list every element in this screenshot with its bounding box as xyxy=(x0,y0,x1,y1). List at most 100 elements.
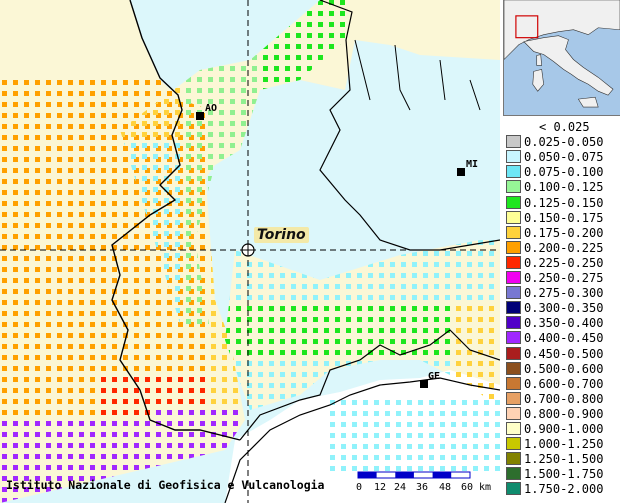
grid-point xyxy=(13,443,18,448)
grid-point xyxy=(24,113,29,118)
grid-point xyxy=(46,399,51,404)
grid-point xyxy=(145,366,150,371)
grid-point xyxy=(101,355,106,360)
grid-point xyxy=(478,240,483,245)
grid-point xyxy=(280,295,285,300)
grid-point xyxy=(90,432,95,437)
grid-point xyxy=(46,124,51,129)
grid-point xyxy=(291,317,296,322)
grid-point xyxy=(35,234,40,239)
grid-point xyxy=(429,411,434,416)
grid-point xyxy=(318,22,323,27)
grid-point xyxy=(57,476,62,481)
legend-item: 0.300-0.350 xyxy=(503,299,620,317)
grid-point xyxy=(2,366,7,371)
grid-point xyxy=(222,377,227,382)
grid-point xyxy=(324,284,329,289)
grid-point xyxy=(156,80,161,85)
grid-point xyxy=(200,377,205,382)
grid-point xyxy=(24,135,29,140)
grid-point xyxy=(24,476,29,481)
grid-point xyxy=(274,44,279,49)
grid-point xyxy=(178,399,183,404)
grid-point xyxy=(24,102,29,107)
grid-point xyxy=(68,366,73,371)
grid-point xyxy=(167,355,172,360)
grid-point xyxy=(211,366,216,371)
grid-point xyxy=(357,273,362,278)
grid-point xyxy=(101,410,106,415)
grid-point xyxy=(200,179,205,184)
grid-point xyxy=(200,135,205,140)
grid-point xyxy=(473,422,478,427)
grid-point xyxy=(13,124,18,129)
grid-point xyxy=(233,388,238,393)
grid-point xyxy=(35,223,40,228)
grid-point xyxy=(230,88,235,93)
grid-point xyxy=(145,124,150,129)
grid-point xyxy=(35,377,40,382)
grid-point xyxy=(142,143,147,148)
grid-point xyxy=(13,333,18,338)
grid-point xyxy=(335,361,340,366)
overview-inset-map[interactable] xyxy=(503,0,620,116)
legend-item: 1.000-1.250 xyxy=(503,435,620,453)
grid-point xyxy=(222,443,227,448)
grid-point xyxy=(296,55,301,60)
grid-point xyxy=(153,165,158,170)
grid-point xyxy=(489,284,494,289)
legend: < 0.025 0.025-0.050 0.050-0.075 0.075-0.100… xyxy=(503,118,620,503)
grid-point xyxy=(200,388,205,393)
grid-point xyxy=(335,284,340,289)
grid-point xyxy=(145,157,150,162)
grid-point xyxy=(46,146,51,151)
grid-point xyxy=(134,421,139,426)
grid-point xyxy=(478,284,483,289)
grid-point xyxy=(462,422,467,427)
grid-point xyxy=(167,146,172,151)
grid-point xyxy=(363,422,368,427)
grid-point xyxy=(79,355,84,360)
grid-point xyxy=(489,273,494,278)
grid-point xyxy=(145,146,150,151)
grid-point xyxy=(489,306,494,311)
grid-point xyxy=(156,124,161,129)
grid-point xyxy=(434,273,439,278)
grid-point xyxy=(101,190,106,195)
grid-point xyxy=(401,328,406,333)
grid-point xyxy=(396,444,401,449)
grid-point xyxy=(236,295,241,300)
grid-point xyxy=(167,267,172,272)
grid-point xyxy=(346,295,351,300)
grid-point xyxy=(156,289,161,294)
grid-point xyxy=(24,344,29,349)
grid-point xyxy=(429,433,434,438)
legend-swatch xyxy=(506,225,521,239)
grid-point xyxy=(357,350,362,355)
credit-text: Istituto Nazionale di Geofisica e Vulcan… xyxy=(6,478,325,492)
grid-point xyxy=(145,465,150,470)
grid-point xyxy=(2,278,7,283)
grid-point xyxy=(324,361,329,366)
grid-point xyxy=(90,234,95,239)
grid-point xyxy=(145,245,150,250)
hazard-map[interactable] xyxy=(0,0,500,503)
grid-point xyxy=(90,256,95,261)
legend-label: 0.700-0.800 xyxy=(524,391,604,406)
grid-point xyxy=(197,77,202,82)
grid-point xyxy=(131,121,136,126)
grid-point xyxy=(134,212,139,217)
grid-point xyxy=(478,295,483,300)
grid-point xyxy=(478,339,483,344)
grid-point xyxy=(285,33,290,38)
grid-point xyxy=(112,410,117,415)
grid-point xyxy=(352,455,357,460)
grid-point xyxy=(189,168,194,173)
grid-point xyxy=(396,411,401,416)
legend-swatch xyxy=(506,406,521,420)
grid-point xyxy=(153,143,158,148)
grid-point xyxy=(123,135,128,140)
legend-item: 0.100-0.125 xyxy=(503,178,620,196)
grid-point xyxy=(247,394,252,399)
grid-point xyxy=(484,433,489,438)
